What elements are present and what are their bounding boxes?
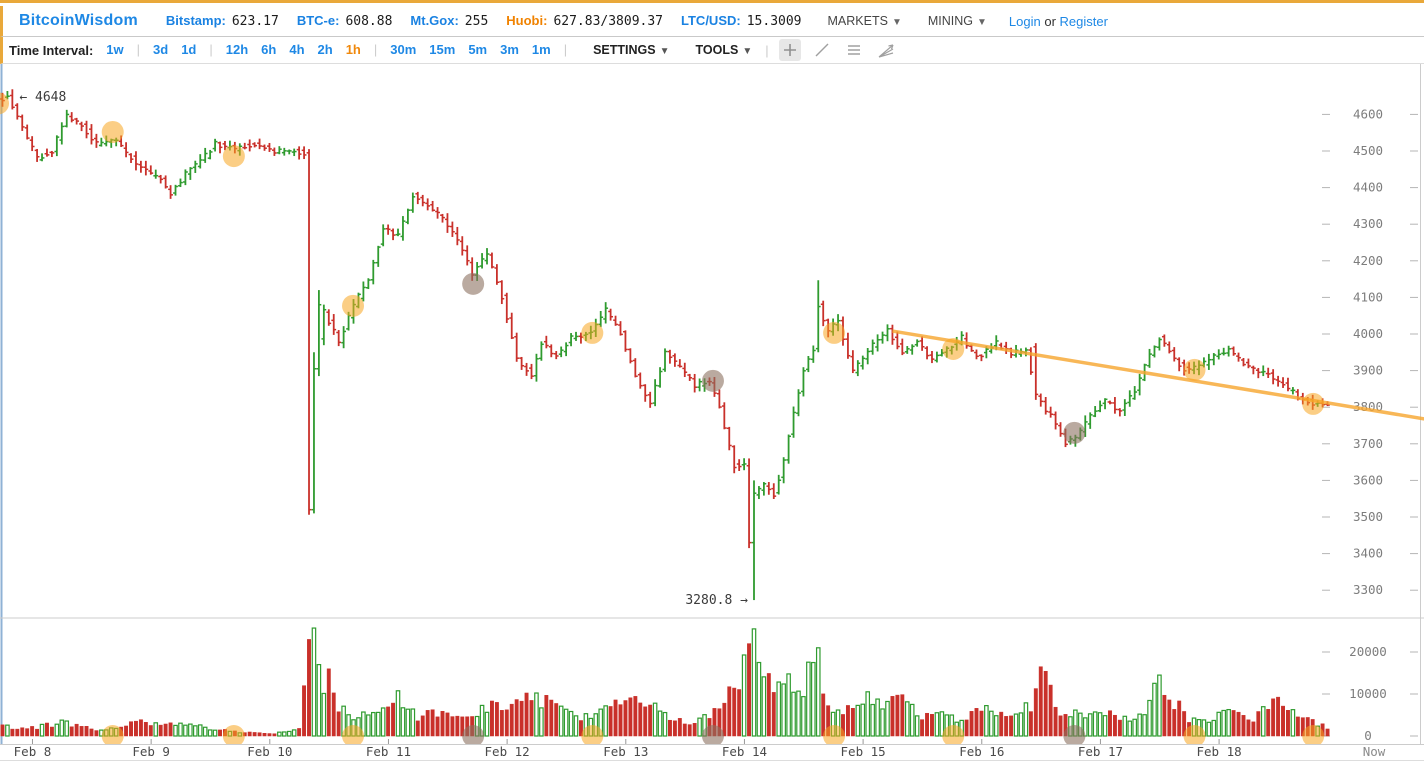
trendline[interactable]	[892, 329, 1424, 421]
ticker-value: 608.88	[345, 14, 393, 29]
menu-mining[interactable]: MINING ▼	[928, 14, 987, 28]
session-markers-bottom	[101, 725, 1325, 744]
svg-text:Feb 8: Feb 8	[14, 744, 52, 759]
interval-5m[interactable]: 5m	[468, 42, 488, 57]
svg-text:4100: 4100	[1353, 289, 1383, 304]
auth-or-text: or	[1044, 13, 1056, 29]
menu-mining-label: MINING	[927, 14, 973, 28]
date-axis: Feb 8 Feb 9 Feb 10 Feb 11 Feb 12 Feb 13 Feb 14…	[14, 739, 1386, 759]
logo[interactable]: BitcoinWisdom	[19, 12, 138, 29]
menu-markets[interactable]: MARKETS ▼	[828, 14, 902, 28]
svg-text:4400: 4400	[1353, 180, 1383, 195]
low-price-annotation: 3280.8 →	[685, 593, 748, 608]
fan-lines-icon[interactable]	[875, 39, 897, 61]
price-annotations: ← 4648 3280.8 →	[19, 90, 748, 608]
login-link[interactable]: Login	[1008, 13, 1041, 29]
chevron-down-icon: ▼	[742, 46, 753, 57]
auth-links: Login or Register	[1009, 14, 1108, 29]
svg-text:Feb 14: Feb 14	[722, 744, 767, 759]
toolbar-separator: |	[373, 42, 378, 57]
svg-text:Feb 16: Feb 16	[959, 744, 1004, 759]
interval-1h[interactable]: 1h	[345, 42, 361, 57]
svg-text:Feb 17: Feb 17	[1078, 744, 1123, 759]
ticker-value: 627.83/3809.37	[553, 14, 664, 29]
interval-1d[interactable]: 1d	[181, 42, 197, 57]
toolbar-separator: |	[209, 42, 213, 57]
chevron-down-icon: ▼	[977, 17, 987, 28]
ticker-item[interactable]: LTC/USD: 15.3009	[681, 13, 802, 29]
svg-text:Feb 18: Feb 18	[1197, 744, 1242, 759]
interval-12h[interactable]: 12h	[225, 42, 249, 57]
svg-text:Now: Now	[1363, 744, 1386, 759]
ticker-item[interactable]: Huobi: 627.83/3809.37	[506, 13, 664, 29]
ticker-value: 623.17	[231, 14, 279, 29]
svg-text:3600: 3600	[1353, 472, 1383, 487]
svg-text:Feb 15: Feb 15	[841, 744, 886, 759]
svg-text:3500: 3500	[1353, 509, 1383, 524]
interval-15m[interactable]: 15m	[429, 42, 456, 57]
svg-text:Feb 11: Feb 11	[366, 744, 411, 759]
svg-text:3900: 3900	[1353, 363, 1383, 378]
interval-4h[interactable]: 4h	[289, 42, 305, 57]
crosshair-icon[interactable]	[778, 39, 801, 61]
high-price-annotation: ← 4648	[19, 90, 66, 105]
ticker-label: Huobi:	[506, 13, 548, 28]
tools-label: TOOLS	[695, 43, 739, 57]
ticker-value: 15.3009	[746, 14, 802, 29]
volume-axis: 20000 10000 0	[1322, 644, 1418, 743]
svg-text:10000: 10000	[1349, 686, 1387, 701]
trendline-icon[interactable]	[811, 39, 833, 61]
svg-text:4200: 4200	[1353, 253, 1383, 268]
svg-text:Feb 10: Feb 10	[247, 744, 292, 759]
svg-text:4300: 4300	[1353, 216, 1383, 231]
svg-text:3300: 3300	[1353, 582, 1383, 597]
svg-text:4600: 4600	[1353, 106, 1383, 121]
chevron-down-icon: ▼	[659, 46, 670, 57]
svg-text:3700: 3700	[1353, 436, 1383, 451]
ticker-item[interactable]: Bitstamp: 623.17	[165, 13, 279, 29]
time-interval-label: Time Interval:	[9, 42, 94, 58]
interval-30m[interactable]: 30m	[390, 42, 417, 57]
ticker-item[interactable]: Mt.Gox: 255	[410, 13, 489, 29]
interval-3m[interactable]: 3m	[500, 42, 519, 57]
ticker-label: Bitstamp:	[165, 13, 226, 28]
interval-buttons: 1w | 3d 1d | 12h 6h 4h 2h 1h | 30m 15m 5m 3m 1m |	[93, 41, 567, 59]
svg-text:Feb 13: Feb 13	[603, 744, 648, 759]
settings-dropdown[interactable]: SETTINGS ▼	[593, 43, 669, 57]
session-markers	[0, 92, 1325, 444]
svg-text:3400: 3400	[1353, 546, 1383, 561]
ticker-label: LTC/USD:	[681, 13, 741, 28]
svg-text:20000: 20000	[1349, 644, 1387, 659]
chart-frame	[0, 61, 1424, 761]
toolbar: Time Interval: 1w | 3d 1d | 12h 6h 4h 2h 1h | 30m 15…	[0, 37, 1424, 64]
header: BitcoinWisdom Bitstamp: 623.17 BTC-e: 608.8…	[0, 6, 1424, 37]
interval-1w[interactable]: 1w	[106, 42, 124, 57]
svg-text:0: 0	[1364, 728, 1372, 743]
ticker-item[interactable]: BTC-e: 608.88	[296, 13, 393, 29]
svg-text:4500: 4500	[1353, 143, 1383, 158]
chevron-down-icon: ▼	[891, 17, 902, 28]
svg-text:Feb 9: Feb 9	[132, 744, 170, 759]
tools-dropdown[interactable]: TOOLS ▼	[696, 43, 753, 57]
interval-3d[interactable]: 3d	[153, 42, 169, 57]
toolbar-separator: |	[136, 42, 141, 57]
ticker-label: BTC-e:	[296, 13, 340, 28]
menu-markets-label: MARKETS	[827, 14, 888, 28]
svg-text:Feb 12: Feb 12	[485, 744, 530, 759]
svg-text:4000: 4000	[1353, 326, 1383, 341]
ticker-label: Mt.Gox:	[410, 13, 459, 28]
toolbar-separator: |	[765, 42, 769, 58]
interval-6h[interactable]: 6h	[261, 42, 277, 57]
register-link[interactable]: Register	[1059, 13, 1108, 29]
interval-1m[interactable]: 1m	[531, 42, 551, 57]
ticker-list: Bitstamp: 623.17 BTC-e: 608.88 Mt.Gox: 255 Huo…	[148, 12, 802, 30]
interval-2h[interactable]: 2h	[317, 42, 333, 57]
toolbar-separator: |	[563, 42, 568, 57]
horizontal-lines-icon[interactable]	[843, 39, 865, 61]
settings-label: SETTINGS	[593, 43, 656, 57]
ticker-value: 255	[464, 14, 489, 29]
